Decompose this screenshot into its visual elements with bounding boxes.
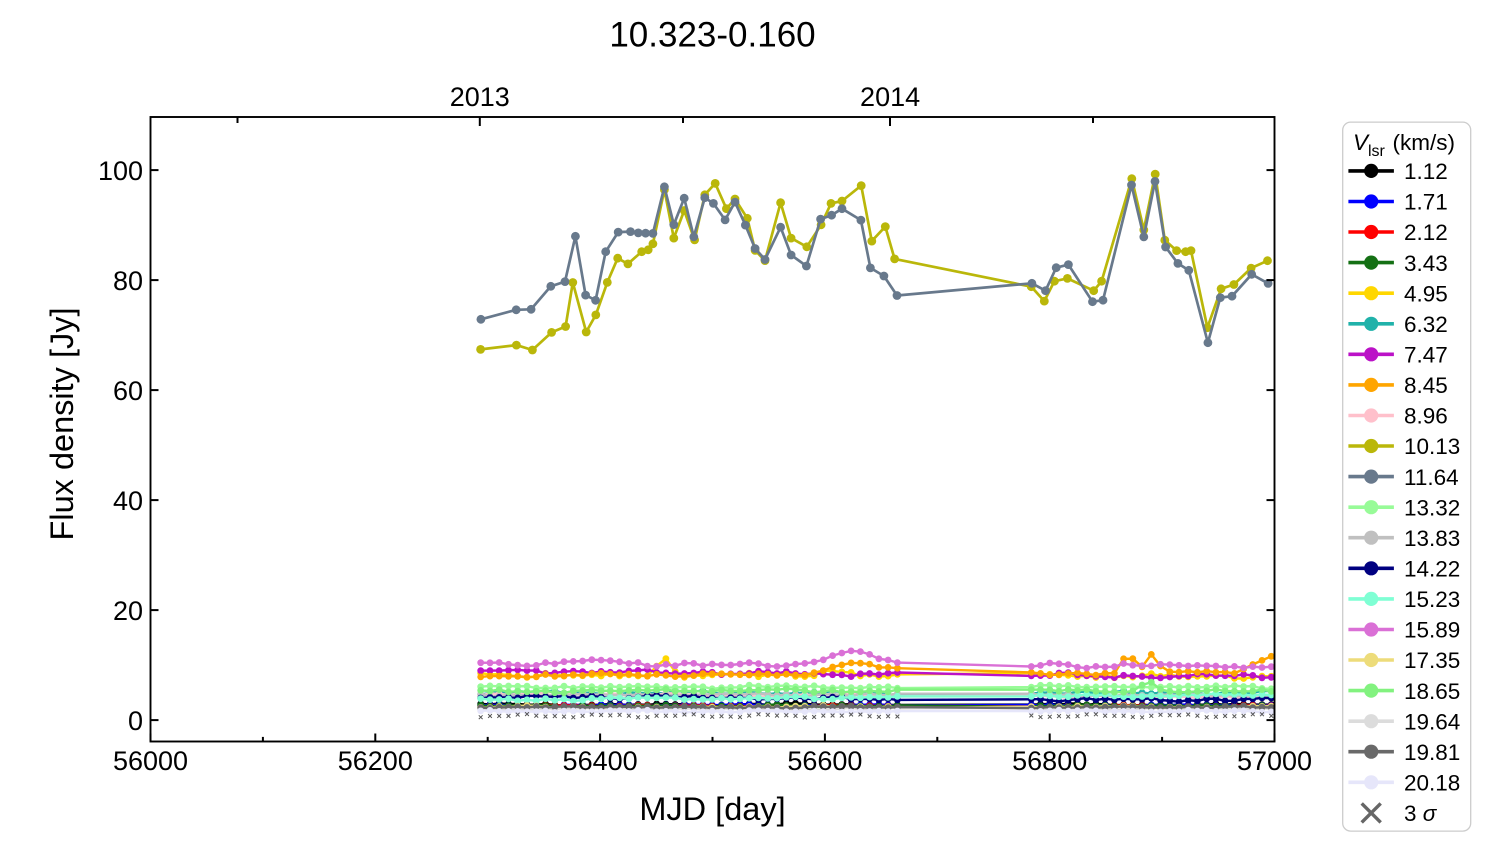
svg-text:19.81: 19.81 bbox=[1404, 740, 1460, 765]
svg-text:57000: 57000 bbox=[1237, 746, 1312, 776]
svg-text:lsr: lsr bbox=[1368, 143, 1386, 160]
svg-text:10.13: 10.13 bbox=[1404, 434, 1460, 459]
svg-text:2013: 2013 bbox=[450, 82, 510, 112]
svg-text:40: 40 bbox=[113, 486, 143, 516]
svg-text:1.71: 1.71 bbox=[1404, 190, 1448, 215]
svg-text:3.43: 3.43 bbox=[1404, 251, 1448, 276]
svg-text:19.64: 19.64 bbox=[1404, 709, 1460, 734]
svg-text:80: 80 bbox=[113, 266, 143, 296]
svg-text:1.12: 1.12 bbox=[1404, 159, 1448, 184]
svg-text:2014: 2014 bbox=[860, 82, 920, 112]
svg-text:20: 20 bbox=[113, 596, 143, 626]
svg-text:56200: 56200 bbox=[338, 746, 413, 776]
svg-text:4.95: 4.95 bbox=[1404, 281, 1448, 306]
svg-text:(km/s): (km/s) bbox=[1393, 130, 1455, 155]
svg-text:11.64: 11.64 bbox=[1404, 465, 1459, 490]
svg-text:56600: 56600 bbox=[787, 746, 862, 776]
svg-text:20.18: 20.18 bbox=[1404, 771, 1460, 796]
svg-text:56000: 56000 bbox=[113, 746, 188, 776]
svg-text:14.22: 14.22 bbox=[1404, 557, 1460, 582]
svg-text:60: 60 bbox=[113, 376, 143, 406]
svg-text:13.83: 13.83 bbox=[1404, 526, 1460, 551]
svg-text:0: 0 bbox=[128, 706, 143, 736]
svg-text:MJD [day]: MJD [day] bbox=[639, 791, 785, 827]
svg-text:56400: 56400 bbox=[563, 746, 638, 776]
svg-text:13.32: 13.32 bbox=[1404, 495, 1460, 520]
svg-text:15.89: 15.89 bbox=[1404, 618, 1460, 643]
svg-text:7.47: 7.47 bbox=[1404, 343, 1448, 368]
svg-text:8.96: 8.96 bbox=[1404, 404, 1448, 429]
svg-text:56800: 56800 bbox=[1012, 746, 1087, 776]
svg-text:2.12: 2.12 bbox=[1404, 220, 1448, 245]
svg-text:3 σ: 3 σ bbox=[1404, 801, 1438, 826]
svg-text:100: 100 bbox=[98, 156, 143, 186]
svg-text:17.35: 17.35 bbox=[1404, 648, 1460, 673]
svg-text:8.45: 8.45 bbox=[1404, 373, 1448, 398]
svg-text:18.65: 18.65 bbox=[1404, 679, 1460, 704]
svg-text:V: V bbox=[1353, 130, 1370, 155]
svg-text:6.32: 6.32 bbox=[1404, 312, 1448, 337]
svg-text:10.323-0.160: 10.323-0.160 bbox=[609, 15, 815, 54]
svg-text:Flux density [Jy]: Flux density [Jy] bbox=[44, 308, 80, 541]
svg-text:15.23: 15.23 bbox=[1404, 587, 1460, 612]
